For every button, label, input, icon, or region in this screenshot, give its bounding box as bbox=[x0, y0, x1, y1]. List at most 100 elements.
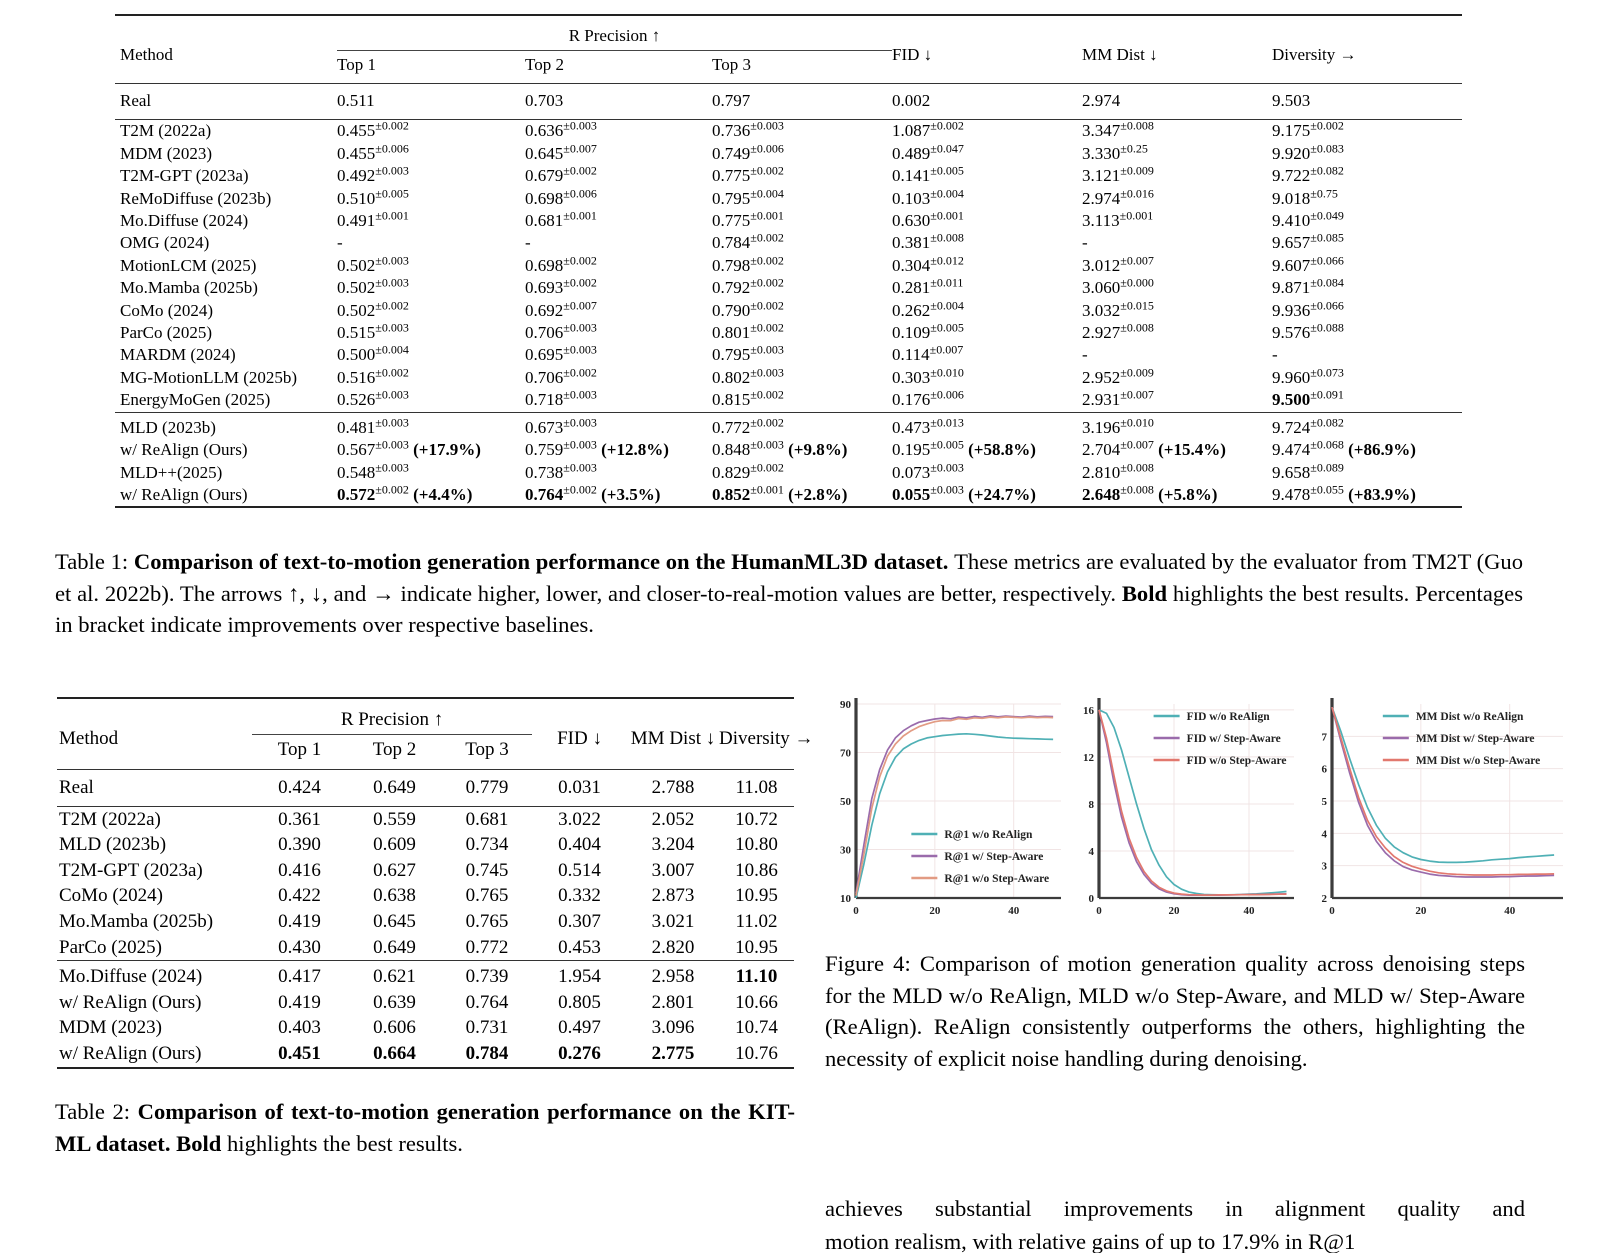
method-cell: CoMo (2024) bbox=[59, 885, 163, 907]
table-cell: 2.801 bbox=[651, 991, 695, 1013]
table-cell: 9.871±0.084 bbox=[1272, 275, 1344, 298]
col-header-rprecision: R Precision ↑ bbox=[337, 15, 893, 51]
y-tick-label: 7 bbox=[1322, 731, 1328, 743]
table-cell: 1.087±0.002 bbox=[892, 118, 964, 141]
table-cell: 0.829±0.002 bbox=[712, 459, 784, 482]
legend-label: MM Dist w/o ReAlign bbox=[1416, 711, 1524, 723]
table-cell: 0.792±0.002 bbox=[712, 275, 784, 298]
table-row: T2M-GPT (2023a) 0.416 0.627 0.745 0.514 3.007… bbox=[57, 858, 794, 884]
x-tick-label: 40 bbox=[1504, 905, 1516, 917]
legend-label: R@1 w/o Step-Aware bbox=[944, 873, 1049, 885]
method-cell: Real bbox=[59, 777, 94, 798]
table-cell: - bbox=[1082, 233, 1088, 253]
method-cell: w/ ReAlign (Ours) bbox=[59, 991, 202, 1013]
table-row: Mo.Diffuse (2024) 0.417 0.621 0.739 1.954 2.9… bbox=[57, 960, 795, 990]
table-cell: 0.281±0.011 bbox=[892, 275, 964, 298]
x-tick-label: 20 bbox=[929, 905, 941, 917]
method-cell: Mo.Mamba (2025b) bbox=[120, 278, 258, 298]
x-tick-label: 0 bbox=[1329, 905, 1335, 917]
method-cell: MotionLCM (2025) bbox=[120, 255, 257, 275]
y-tick-label: 4 bbox=[1322, 828, 1328, 840]
table-cell: - bbox=[337, 233, 343, 253]
table-cell: 0.489±0.047 bbox=[892, 141, 964, 163]
y-tick-label: 90 bbox=[840, 699, 852, 711]
table-cell: 0.681±0.001 bbox=[525, 208, 597, 231]
y-tick-label: 16 bbox=[1083, 705, 1095, 717]
table2-header-row: Method R Precision ↑ FID ↓ MM Dist ↓ Div… bbox=[57, 698, 813, 749]
table-cell: 0.698±0.006 bbox=[525, 185, 597, 208]
table-cell: 9.478±0.055 (+83.9%) bbox=[1272, 482, 1416, 504]
table-cell: 9.657±0.085 bbox=[1272, 230, 1344, 253]
table-cell: 9.658±0.089 bbox=[1272, 459, 1344, 482]
series-line bbox=[855, 715, 1054, 894]
table1-subheader-row: Top 1 Top 2 Top 3 bbox=[115, 51, 1462, 84]
method-cell: ParCo (2025) bbox=[59, 936, 162, 958]
table-cell: 0.332 bbox=[558, 885, 601, 907]
table-cell: 0.548±0.003 bbox=[337, 459, 409, 482]
table-cell: 0.627 bbox=[373, 859, 416, 881]
table-cell: 2.788 bbox=[651, 777, 695, 798]
table-cell: 0.502±0.003 bbox=[337, 275, 409, 298]
table-cell: 10.95 bbox=[735, 885, 778, 907]
table-cell: 0.455±0.006 bbox=[337, 141, 409, 163]
y-tick-label: 4 bbox=[1089, 846, 1095, 858]
method-cell: Mo.Diffuse (2024) bbox=[120, 211, 249, 231]
method-cell: T2M-GPT (2023a) bbox=[59, 859, 203, 881]
table-cell: 0.141±0.005 bbox=[892, 163, 964, 186]
chart-svg: 0 4 8 12 16 0 20 40 FID w/o ReAlign FID w/ Step-A… bbox=[1083, 698, 1294, 917]
col-header-fid: FID ↓ bbox=[557, 728, 602, 749]
table-cell: - bbox=[1082, 345, 1088, 365]
table-cell: 0.195±0.005 (+58.8%) bbox=[892, 437, 1036, 460]
method-cell: MDM (2023) bbox=[59, 1017, 162, 1039]
legend-label: FID w/o Step-Aware bbox=[1187, 755, 1287, 767]
table1-caption: Table 1: Comparison of text-to-motion ge… bbox=[55, 546, 1523, 641]
table-cell: 0.422 bbox=[278, 885, 321, 907]
table-cell: 0.416 bbox=[278, 859, 321, 881]
table-cell: 9.503 bbox=[1272, 91, 1311, 110]
table-cell: 2.820 bbox=[651, 936, 695, 958]
table-cell: 3.113±0.001 bbox=[1082, 208, 1154, 231]
method-cell: T2M-GPT (2023a) bbox=[120, 166, 249, 186]
table-cell: 0.738±0.003 bbox=[525, 459, 597, 482]
table-cell: 0.453 bbox=[558, 936, 601, 958]
table-cell: 0.114±0.007 bbox=[892, 342, 964, 365]
table-cell: 0.510±0.005 bbox=[337, 185, 409, 208]
table-cell: 0.798±0.002 bbox=[712, 253, 784, 275]
legend-label: MM Dist w/ Step-Aware bbox=[1416, 733, 1535, 745]
table-cell: 0.559 bbox=[373, 808, 416, 830]
table-cell: 9.175±0.002 bbox=[1272, 118, 1344, 141]
table-cell: 0.307 bbox=[558, 910, 601, 932]
table-cell: 0.424 bbox=[278, 777, 321, 798]
table-row: ParCo (2025) 0.515±0.003 0.706±0.003 0.801±… bbox=[115, 321, 1462, 344]
table-cell: 0.852±0.001 (+2.8%) bbox=[712, 482, 848, 504]
table-cell: 9.722±0.082 bbox=[1272, 163, 1344, 186]
col-header-top2: Top 2 bbox=[525, 55, 564, 74]
table-row: Mo.Mamba (2025b) 0.419 0.645 0.765 0.307 3.02… bbox=[57, 909, 794, 935]
table-cell: 9.724±0.082 bbox=[1272, 415, 1344, 437]
table-cell: 0.481±0.003 bbox=[337, 415, 409, 437]
table-cell: 0.703 bbox=[525, 91, 564, 110]
method-cell: w/ ReAlign (Ours) bbox=[120, 484, 248, 504]
legend-label: FID w/o ReAlign bbox=[1187, 711, 1271, 723]
table-cell: 0.772 bbox=[465, 936, 509, 958]
method-cell: ParCo (2025) bbox=[120, 323, 213, 343]
col-header-top3: Top 3 bbox=[712, 55, 751, 74]
table-cell: 2.810±0.008 bbox=[1082, 459, 1154, 482]
table-cell: 0.802±0.003 bbox=[712, 365, 784, 387]
table-cell: 0.706±0.002 bbox=[525, 365, 597, 387]
table-cell: 0.609 bbox=[373, 834, 416, 856]
table-row: T2M (2022a) 0.455±0.002 0.636±0.003 0.736±0… bbox=[115, 120, 1462, 143]
table-cell: 1.954 bbox=[558, 966, 601, 988]
table-cell: 0.805 bbox=[558, 991, 601, 1013]
table-cell: 0.698±0.002 bbox=[525, 253, 597, 275]
table-cell: 0.797 bbox=[712, 91, 751, 110]
table-cell: 2.958 bbox=[651, 966, 695, 988]
table-cell: 0.784 bbox=[465, 1042, 509, 1064]
table-cell: 0.404 bbox=[558, 834, 601, 856]
table-row: CoMo (2024) 0.422 0.638 0.765 0.332 2.873 10.9… bbox=[57, 883, 794, 909]
table-cell: 0.031 bbox=[558, 777, 601, 798]
figure4-charts: 10 30 50 70 90 0 20 40 R@1 w/o ReAlign R@1 w/ Ste… bbox=[828, 692, 1568, 924]
table-cell: 0.390 bbox=[278, 834, 321, 856]
table-cell: 3.021 bbox=[651, 910, 695, 932]
table-row: T2M-GPT (2023a) 0.492±0.003 0.679±0.002 0.7… bbox=[115, 165, 1462, 187]
